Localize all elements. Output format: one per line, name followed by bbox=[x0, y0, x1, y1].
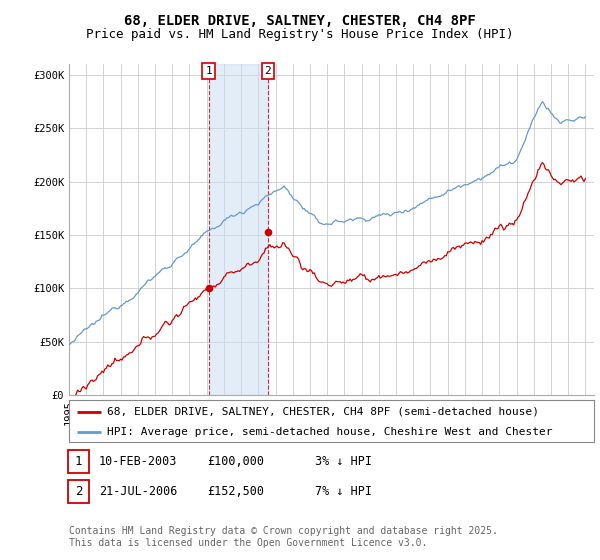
Text: 10-FEB-2003: 10-FEB-2003 bbox=[99, 455, 178, 468]
Text: HPI: Average price, semi-detached house, Cheshire West and Chester: HPI: Average price, semi-detached house,… bbox=[107, 427, 552, 437]
Text: 1: 1 bbox=[75, 455, 82, 468]
Text: 7% ↓ HPI: 7% ↓ HPI bbox=[315, 485, 372, 498]
Text: 21-JUL-2006: 21-JUL-2006 bbox=[99, 485, 178, 498]
Text: 1: 1 bbox=[205, 66, 212, 76]
Text: 2: 2 bbox=[75, 485, 82, 498]
Text: £152,500: £152,500 bbox=[207, 485, 264, 498]
Text: Contains HM Land Registry data © Crown copyright and database right 2025.
This d: Contains HM Land Registry data © Crown c… bbox=[69, 526, 498, 548]
Text: £100,000: £100,000 bbox=[207, 455, 264, 468]
Bar bbox=[209, 64, 268, 395]
Text: Price paid vs. HM Land Registry's House Price Index (HPI): Price paid vs. HM Land Registry's House … bbox=[86, 28, 514, 41]
Text: 68, ELDER DRIVE, SALTNEY, CHESTER, CH4 8PF (semi-detached house): 68, ELDER DRIVE, SALTNEY, CHESTER, CH4 8… bbox=[107, 407, 539, 417]
Text: 2: 2 bbox=[265, 66, 271, 76]
Text: 3% ↓ HPI: 3% ↓ HPI bbox=[315, 455, 372, 468]
Text: 68, ELDER DRIVE, SALTNEY, CHESTER, CH4 8PF: 68, ELDER DRIVE, SALTNEY, CHESTER, CH4 8… bbox=[124, 14, 476, 28]
